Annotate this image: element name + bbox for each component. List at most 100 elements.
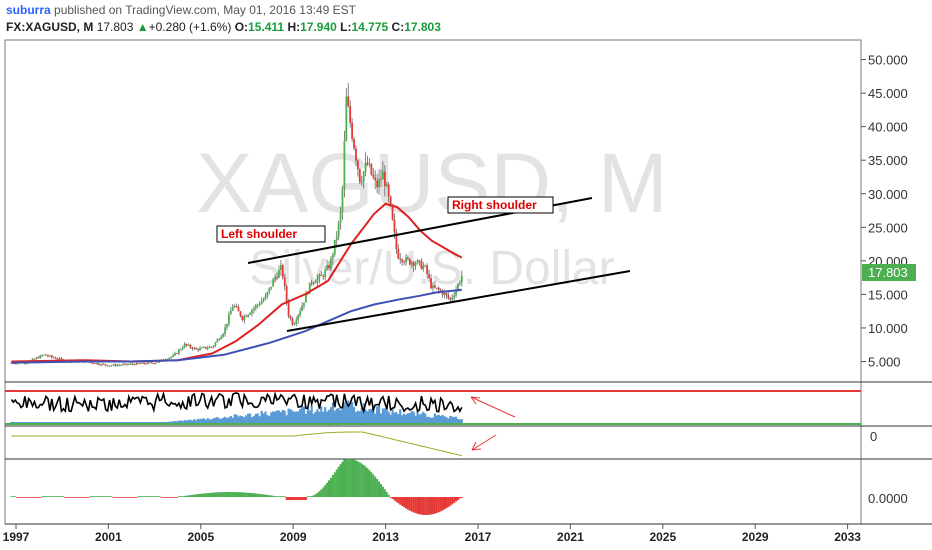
candle-body	[345, 96, 348, 141]
right-shoulder-box[interactable]	[447, 196, 554, 214]
histogram-bar	[306, 496, 309, 497]
candle-body	[185, 343, 188, 346]
candle-body	[368, 163, 371, 165]
histogram-bar	[418, 497, 421, 515]
candle-body	[393, 219, 396, 233]
volume-bar	[189, 419, 192, 424]
histogram-bar	[233, 492, 236, 497]
histogram-bar	[258, 493, 261, 497]
histogram-bar	[389, 497, 392, 498]
histogram-bar	[293, 497, 296, 500]
histogram-bar	[349, 459, 352, 497]
candle-body	[191, 347, 194, 349]
candle-body	[247, 314, 250, 317]
candle-body	[195, 347, 198, 350]
volume-bar	[210, 419, 213, 424]
volume-bar	[287, 408, 290, 424]
histogram-bar	[147, 496, 150, 497]
histogram-bar	[135, 497, 138, 498]
histogram-bar	[285, 497, 288, 500]
histogram-bar	[276, 496, 279, 497]
left-shoulder-box[interactable]	[216, 225, 326, 243]
histogram-bar	[322, 487, 325, 497]
candle-body	[262, 299, 265, 302]
candle-body	[366, 162, 369, 165]
volume-bar	[306, 407, 309, 424]
candle-body	[48, 355, 51, 357]
right-shoulder-label: Right shoulder	[452, 198, 537, 212]
volume-bar	[391, 408, 394, 424]
histogram-bar	[206, 493, 209, 497]
volume-bar	[366, 411, 369, 424]
candle-body	[382, 171, 384, 180]
candle-body	[407, 257, 409, 259]
histogram-bar	[408, 497, 411, 511]
candle-body	[131, 363, 134, 365]
histogram-bar	[314, 494, 317, 497]
histogram-bar	[297, 497, 300, 500]
volume-bar	[377, 404, 381, 424]
histogram-bar	[177, 496, 180, 497]
histogram-bar	[256, 493, 259, 497]
volume-bar	[283, 410, 286, 424]
oscillator-zero-label: 0	[870, 429, 877, 444]
x-tick-label: 2001	[95, 530, 122, 544]
candle-body	[202, 347, 205, 348]
volume-bar	[293, 411, 296, 424]
x-tick-label: 2021	[557, 530, 584, 544]
candle-body	[145, 363, 148, 365]
histogram-bar	[175, 497, 178, 498]
candle-body	[258, 304, 261, 305]
volume-bar	[304, 413, 308, 424]
candle-body	[106, 365, 109, 367]
pane1-indicator-line	[10, 390, 463, 414]
volume-bar	[383, 408, 386, 424]
candle-body	[351, 122, 354, 139]
candle-body	[156, 362, 159, 363]
histogram-bar	[458, 497, 461, 499]
candle-body	[47, 355, 49, 357]
time-axis[interactable]: 1997 2001 2005 2009 2013 2017 2021 2025 2029 2033	[3, 524, 862, 544]
candle-body	[31, 358, 34, 361]
candle-body	[276, 277, 278, 278]
volume-bar	[451, 416, 454, 424]
histogram-bar	[252, 493, 255, 497]
histogram-bar	[137, 496, 140, 497]
candle-body	[35, 357, 38, 359]
histogram-bar	[279, 496, 282, 497]
chart-header: suburra published on TradingView.com, Ma…	[6, 2, 906, 36]
histogram-bar	[145, 496, 148, 497]
histogram-bar	[326, 482, 329, 497]
histogram-bar	[120, 497, 123, 498]
candle-body	[322, 275, 325, 277]
histogram-bar	[295, 497, 298, 500]
publish-line: suburra published on TradingView.com, Ma…	[6, 2, 906, 19]
histogram-bar	[241, 492, 244, 497]
price-axis[interactable]: 5.00010.00015.00020.00025.00030.00035.00…	[861, 53, 908, 370]
histogram-bar	[20, 497, 23, 498]
candle-body	[372, 174, 375, 178]
volume-bar	[362, 403, 365, 424]
volume-bar	[281, 409, 284, 424]
histogram-bar	[410, 497, 413, 512]
histogram-bar	[460, 497, 463, 498]
histogram-bar	[399, 497, 402, 505]
close-label: C:	[391, 20, 405, 34]
volume-bar	[370, 408, 373, 424]
x-tick-label: 2005	[187, 530, 214, 544]
volume-bar	[252, 416, 256, 424]
y-tick-label: 45.000	[868, 86, 908, 101]
histogram-bar	[73, 497, 76, 498]
candle-body	[360, 181, 363, 183]
volume-bar	[433, 413, 436, 424]
histogram-bar	[58, 496, 61, 497]
histogram-bar	[245, 492, 248, 497]
histogram-bar	[447, 497, 450, 508]
author-link[interactable]: suburra	[6, 3, 51, 17]
volume-bar	[195, 420, 198, 424]
volume-bar	[316, 409, 319, 424]
histogram-bar	[354, 460, 357, 497]
candle-body	[181, 347, 184, 350]
candle-body	[426, 265, 429, 275]
